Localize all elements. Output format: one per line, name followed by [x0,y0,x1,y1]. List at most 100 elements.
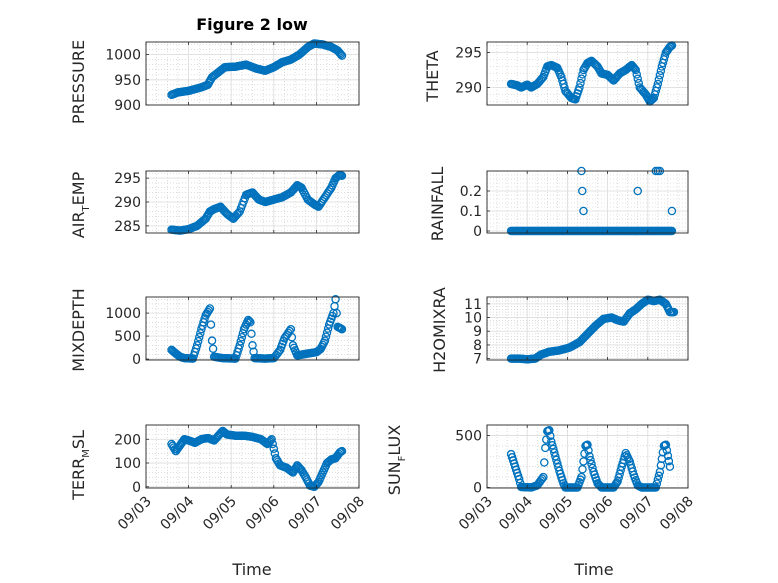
data-point [204,305,214,315]
y-tick-label: 295 [114,171,141,187]
data-points [506,425,675,492]
x-tick-label: 09/06 [577,493,617,533]
data-point [633,74,643,84]
data-point [336,50,346,59]
figure-title: Figure 2 low [196,15,308,34]
data-point [337,446,347,456]
y-tick-label: 1000 [105,48,141,64]
rainfall-ylabel: RAINFALL [428,167,447,242]
pressure-ylabel: PRESSURE [69,40,88,124]
data-point [665,462,675,471]
air-temp-ylabel: AIRTEMP [69,171,92,238]
data-point [321,332,331,341]
data-point [322,328,332,337]
y-tick-label: 295 [455,46,482,62]
data-point [651,483,661,492]
data-point [193,337,203,346]
data-point [656,66,666,76]
sun-flux-axes: 0 500 09/03 09/04 09/05 09/06 09/07 09/08 [455,424,697,534]
x-tick-label: 09/06 [243,493,283,533]
data-point [577,472,586,482]
data-point [237,332,247,342]
data-point [577,74,586,84]
axes-frame [486,424,689,489]
y-tick-label: 0.2 [460,184,482,200]
data-point [235,341,244,350]
data-point [337,51,347,60]
y-tick-label: 1000 [105,306,141,322]
data-point [653,475,663,484]
data-point [260,437,270,447]
data-point [631,65,640,75]
data-point [648,94,658,104]
data-point [652,479,662,488]
theta-axes: 290 295 [455,41,689,106]
data-point [331,295,340,304]
data-point [664,456,674,466]
data-point [236,337,246,346]
data-point [335,48,345,58]
data-point [206,320,216,329]
h2omixra-ylabel: H2OMIXRA [430,287,449,373]
data-point [325,185,335,194]
data-point [578,465,587,474]
axes-frame [145,41,360,106]
data-point [587,459,596,469]
data-point [630,64,639,74]
data-point [247,329,256,339]
x-tick-label: 09/08 [657,494,697,534]
data-point [546,431,555,441]
data-point [243,315,253,325]
data-points [506,166,677,236]
data-points [167,39,347,100]
data-point [194,332,204,342]
data-point [205,304,215,313]
data-point [663,451,673,460]
axes-frame [486,41,689,106]
mixdepth-ylabel: MIXDEPTH [69,288,88,371]
y-tick-label: 950 [114,73,141,89]
axes-frame [486,296,689,361]
x-tick-label: 09/04 [158,493,198,533]
data-point [628,467,637,476]
x-tick-label: 09/03 [115,494,155,534]
data-point [586,455,595,465]
data-point [320,336,330,345]
y-tick-label: 0 [473,480,482,496]
data-point [662,446,672,455]
data-point [585,451,594,461]
y-tick-label: 11 [464,297,482,313]
x-tick-label: 09/08 [328,494,368,534]
data-point [540,458,549,467]
y-tick-label: 10 [464,311,482,327]
data-points [167,295,347,363]
data-point [541,443,550,453]
data-point [337,324,347,334]
y-tick-label: 290 [114,195,141,211]
data-point [654,471,664,481]
data-point [332,308,341,318]
data-point [579,206,588,216]
data-point [268,439,277,449]
data-points [506,295,679,364]
data-point [545,425,554,435]
data-point [633,186,643,196]
data-point [287,332,297,342]
mixdepth-axes: 0 500 1000 [105,295,360,368]
data-point [200,314,209,324]
theta-ylabel: THETA [423,50,442,102]
y-tick-label: 9 [473,324,482,340]
y-tick-label: 200 [114,432,141,448]
data-point [584,446,593,455]
y-tick-label: 0 [132,480,141,496]
data-points [167,170,347,235]
x-tick-label: 09/03 [456,494,496,534]
data-point [208,344,218,353]
rainfall-axes: 0 0.1 0.2 [460,166,689,240]
data-point [578,186,587,196]
data-point [207,336,217,345]
data-point [539,472,548,482]
y-tick-label: 8 [473,338,482,354]
data-point [667,206,677,216]
